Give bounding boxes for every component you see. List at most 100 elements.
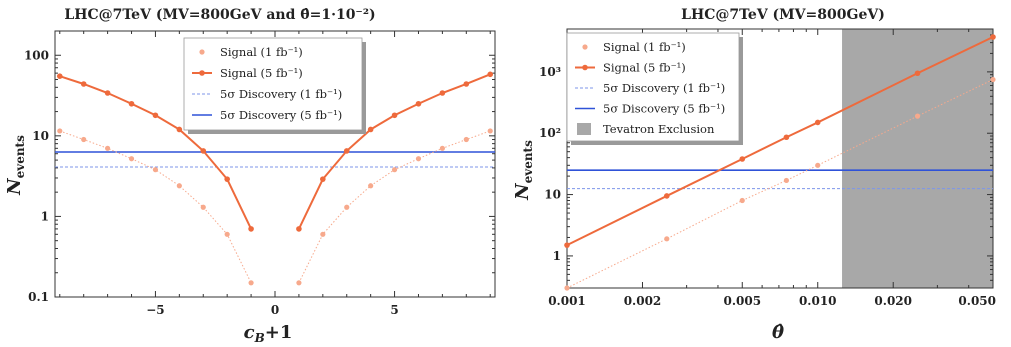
right-y-axis-label: Nevents — [512, 140, 535, 201]
left-signal-1fb-point — [296, 280, 302, 286]
left-signal-5fb-point — [343, 148, 350, 154]
left-signal-1fb-point — [487, 128, 493, 134]
left-x-tick-label: 0 — [271, 303, 279, 317]
right-signal-5fb-point — [739, 156, 746, 162]
left-signal-5fb-point — [439, 90, 446, 96]
right-x-tick-label: 0.050 — [958, 294, 996, 308]
right-signal-1fb-point — [739, 197, 745, 204]
left-signal-5fb-point — [391, 112, 398, 119]
left-chart: LHC@7TeV (MV=800GeV and θ̂=1·10⁻²) 0.1 1 1… — [4, 7, 496, 345]
left-signal-5fb-point — [248, 226, 254, 232]
legend-signal-5fb-marker — [199, 70, 205, 76]
right-legend: Signal (1 fb⁻¹) Signal (5 fb⁻¹) 5σ Discove… — [566, 32, 743, 145]
left-legend-box — [183, 37, 363, 131]
right-x-tick-label: 0.020 — [874, 294, 912, 308]
legend-signal-1fb-marker — [199, 49, 205, 55]
right-signal-1fb-point — [564, 285, 570, 291]
left-signal-1fb-point — [152, 167, 159, 173]
right-signal-1fb-point — [664, 236, 670, 242]
right-chart-title: LHC@7TeV (MV=800GeV) — [681, 7, 885, 23]
left-signal-1fb-point — [224, 231, 230, 237]
left-signal-1fb-point — [368, 183, 374, 189]
right-y-tick-label: 1 — [553, 249, 561, 263]
left-y-tick-label: 10 — [32, 129, 49, 143]
left-y-tick-label: 100 — [24, 48, 49, 62]
left-y-tick-label: 0.1 — [28, 290, 49, 304]
left-signal-1fb-point — [57, 128, 63, 134]
right-signal-5fb-point — [990, 34, 996, 40]
right-signal-5fb-point — [914, 70, 921, 77]
left-signal-1fb-point — [81, 136, 87, 143]
legend-label: 5σ Discovery (5 fb⁻¹) — [220, 108, 342, 122]
left-signal-5fb-point — [152, 112, 159, 119]
right-signal-1fb-point — [783, 177, 790, 184]
left-signal-5fb-point — [487, 71, 494, 78]
right-legend-box — [566, 32, 740, 142]
left-x-axis-label: cB+1 — [244, 322, 293, 345]
legend-label: Signal (1 fb⁻¹) — [603, 40, 686, 54]
right-plot-area: 1 10 10² 10³ 0.001 0.002 0.005 0.010 0.020 0.050 — [539, 28, 996, 308]
left-signal-5fb-point — [296, 226, 302, 232]
right-chart: LHC@7TeV (MV=800GeV) 1 10 10² 10³ 0.001 0.002… — [512, 7, 996, 343]
left-signal-1fb-point — [415, 156, 422, 162]
right-x-tick-label: 0.005 — [723, 294, 761, 308]
left-signal-1fb-point — [200, 204, 206, 210]
left-x-tick-label: −5 — [146, 303, 164, 317]
left-signal-1fb-line — [298, 130, 491, 284]
right-signal-5fb-point — [783, 134, 790, 141]
right-signal-5fb-point — [814, 119, 821, 126]
left-signal-5fb-point — [128, 100, 135, 107]
left-x-tick-label: 5 — [390, 303, 398, 317]
left-signal-1fb-point — [463, 136, 469, 143]
legend-label: Signal (5 fb⁻¹) — [603, 61, 686, 75]
right-x-tick-label: 0.002 — [624, 294, 662, 308]
left-signal-5fb-point — [200, 148, 207, 154]
left-signal-1fb-point — [128, 156, 135, 162]
legend-signal-1fb-marker — [582, 44, 588, 50]
right-y-tick-label: 10 — [544, 188, 561, 202]
left-signal-1fb-point — [344, 204, 350, 210]
right-signal-1fb-point — [815, 162, 821, 168]
left-signal-1fb-point — [105, 145, 111, 151]
legend-label: Signal (5 fb⁻¹) — [220, 66, 303, 80]
left-legend: Signal (1 fb⁻¹) Signal (5 fb⁻¹) 5σ Discove… — [183, 37, 366, 134]
left-signal-1fb-point — [391, 167, 398, 173]
left-signal-5fb-point — [463, 81, 470, 87]
right-signal-1fb-point — [914, 113, 921, 119]
left-signal-5fb-point — [224, 176, 230, 182]
left-y-tick-label: 1 — [41, 209, 49, 223]
left-signal-5fb-point — [415, 100, 422, 107]
tevatron-exclusion-region — [842, 29, 993, 288]
legend-label: Signal (1 fb⁻¹) — [220, 45, 303, 59]
left-signal-5fb-point — [320, 176, 326, 182]
right-x-tick-label: 0.001 — [548, 294, 586, 308]
left-signal-5fb-point — [176, 126, 183, 133]
legend-label: 5σ Discovery (5 fb⁻¹) — [603, 102, 725, 116]
right-y-tick-label: 10² — [539, 126, 561, 140]
left-signal-5fb-point — [104, 90, 111, 96]
legend-exclusion-swatch — [577, 123, 591, 135]
left-chart-title: LHC@7TeV (MV=800GeV and θ̂=1·10⁻²) — [64, 7, 375, 23]
left-signal-1fb-point — [176, 183, 182, 189]
right-signal-1fb-point — [990, 76, 996, 83]
left-signal-1fb-point — [439, 145, 445, 151]
left-signal-1fb-point — [320, 231, 326, 237]
left-signal-5fb-point — [56, 73, 63, 79]
left-signal-5fb-point — [80, 81, 87, 87]
right-y-tick-label: 10³ — [539, 65, 561, 79]
right-plot-frame — [566, 28, 994, 289]
legend-label: 5σ Discovery (1 fb⁻¹) — [603, 81, 725, 95]
left-y-axis-label: Nevents — [4, 135, 27, 196]
right-x-tick-label: 0.010 — [799, 294, 837, 308]
legend-label: 5σ Discovery (1 fb⁻¹) — [220, 87, 342, 101]
legend-label: Tevatron Exclusion — [603, 122, 715, 136]
right-signal-5fb-point — [663, 193, 670, 199]
left-plot-area: 0.1 1 10 100 −5 0 5 — [24, 30, 496, 317]
left-signal-1fb-line — [59, 130, 252, 284]
right-signal-5fb-point — [564, 242, 570, 248]
right-x-axis-label: θ̂ — [772, 322, 784, 343]
left-signal-1fb-point — [248, 280, 254, 286]
legend-signal-5fb-marker — [582, 64, 588, 71]
left-signal-5fb-point — [367, 126, 374, 133]
